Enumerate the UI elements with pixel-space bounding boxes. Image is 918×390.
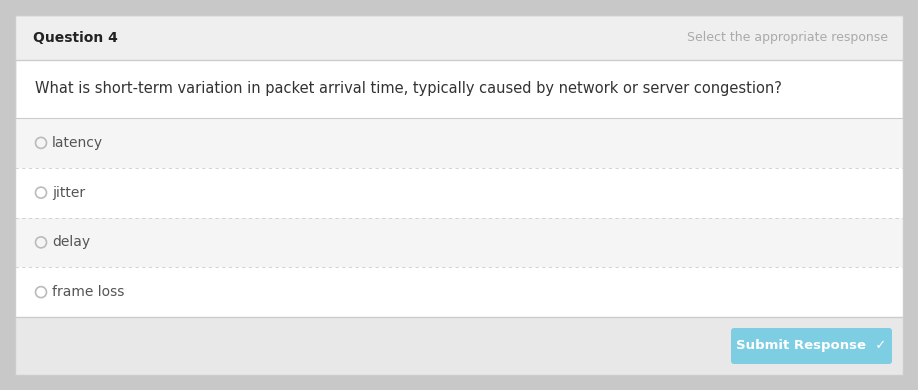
Text: What is short-term variation in packet arrival time, typically caused by network: What is short-term variation in packet a…: [35, 82, 782, 96]
Bar: [15, 218, 903, 267]
Text: Select the appropriate response: Select the appropriate response: [687, 31, 888, 44]
Text: frame loss: frame loss: [52, 285, 124, 299]
Text: jitter: jitter: [52, 186, 85, 200]
Text: Question 4: Question 4: [33, 30, 118, 44]
Bar: [15, 15, 903, 60]
Bar: [15, 168, 903, 218]
FancyBboxPatch shape: [731, 328, 892, 364]
Bar: [15, 118, 903, 168]
Text: Submit Response  ✓: Submit Response ✓: [736, 340, 887, 353]
Bar: [15, 267, 903, 317]
Text: latency: latency: [52, 136, 103, 150]
Text: delay: delay: [52, 236, 90, 249]
Bar: [15, 317, 903, 375]
